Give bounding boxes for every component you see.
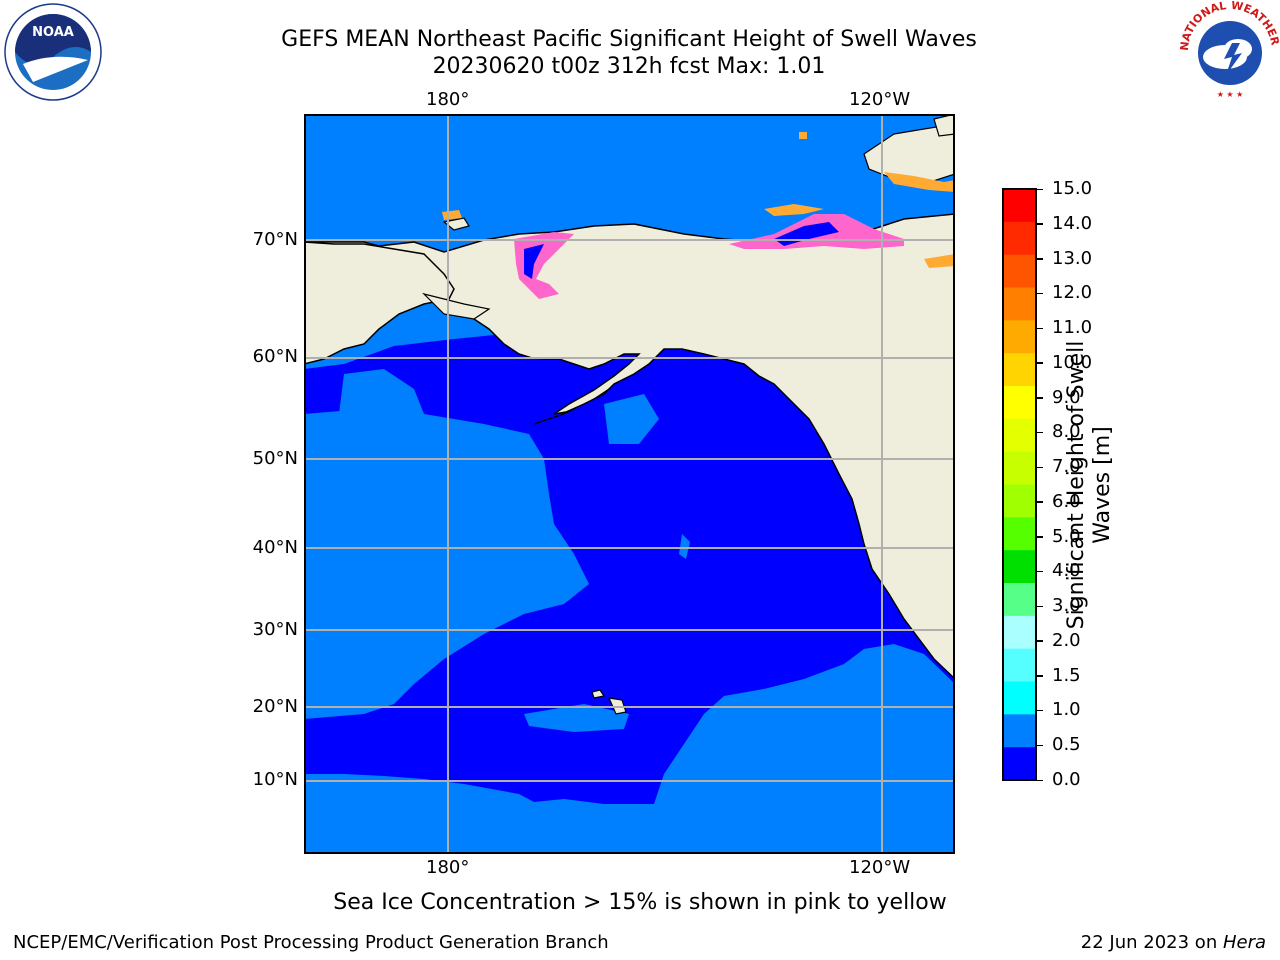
colorbar-band [1003, 681, 1036, 715]
noaa-logo-text: NOAA [32, 25, 74, 40]
colorbar-tick-mark [1036, 188, 1043, 190]
bottom-lon-label-180: 180° [426, 857, 470, 878]
colorbar-band [1003, 189, 1036, 223]
colorbar-band [1003, 648, 1036, 682]
colorbar-tick-label: 14.0 [1052, 212, 1093, 234]
colorbar-tick-label: 8.0 [1052, 421, 1081, 443]
colorbar-tick-mark [1036, 640, 1043, 642]
colorbar-tick-label: 13.0 [1052, 247, 1093, 269]
colorbar-tick-mark [1036, 362, 1043, 364]
colorbar-tick-mark [1036, 675, 1043, 677]
aleutian-coast [533, 388, 610, 425]
map-subtitle: 20230620 t00z 312h fcst Max: 1.01 [432, 54, 826, 79]
colorbar-tick-mark [1036, 570, 1043, 573]
colorbar-band [1003, 517, 1036, 551]
colorbar-tick-label: 0.0 [1052, 769, 1081, 790]
swell-patch-a [339, 369, 424, 439]
lat-label-30n: 30°N [252, 619, 298, 640]
colorbar-title-line1: Significant Height of Swell [1064, 340, 1089, 630]
footer-machine: Hera [1222, 932, 1266, 953]
colorbar-tick-mark [1036, 501, 1043, 503]
colorbar-tick-label: 10.0 [1052, 351, 1093, 373]
lat-label-70n: 70°N [252, 229, 298, 250]
hawaii-islands [591, 689, 605, 699]
colorbar-tick-mark [1036, 258, 1043, 260]
colorbar-tick-mark [1036, 709, 1043, 712]
colorbar-tick-mark [1036, 292, 1043, 295]
swell-patch-b [604, 394, 659, 444]
colorbar-band [1003, 714, 1036, 748]
colorbar-tick-label: 1.0 [1052, 699, 1081, 721]
footer-date-text: 22 Jun 2023 on [1080, 932, 1223, 953]
lat-label-50n: 50°N [252, 448, 298, 469]
colorbar-band [1003, 287, 1036, 321]
colorbar-tick-label: 11.0 [1052, 317, 1093, 339]
colorbar-tick-mark [1036, 605, 1043, 608]
colorbar-band [1003, 484, 1036, 518]
colorbar-tick-label: 4.0 [1052, 560, 1081, 582]
svg-text:★ ★ ★: ★ ★ ★ [1217, 90, 1244, 99]
colorbar-tick-label: 1.5 [1052, 664, 1081, 686]
sea-ice-core [524, 244, 544, 279]
colorbar-tick-mark [1036, 327, 1043, 330]
colorbar-tick-label: 7.0 [1052, 456, 1081, 478]
colorbar-band [1003, 353, 1036, 387]
colorbar-tick-label: 12.0 [1052, 282, 1093, 304]
colorbar-tick-label: 3.0 [1052, 595, 1081, 617]
colorbar-band [1003, 550, 1036, 584]
colorbar-tick-label: 9.0 [1052, 386, 1081, 408]
colorbar-tick-label: 6.0 [1052, 490, 1081, 512]
colorbar-band [1003, 583, 1036, 617]
colorbar-band [1003, 386, 1036, 420]
hawaii-light-patch [524, 704, 629, 732]
noaa-logo: NOAA [4, 3, 102, 101]
lat-label-60n: 60°N [252, 346, 298, 367]
arctic-islands [863, 123, 955, 185]
colorbar-band [1003, 221, 1036, 256]
footer-branch: NCEP/EMC/Verification Post Processing Pr… [13, 932, 609, 953]
colorbar-band [1003, 615, 1036, 650]
sea-ice-note: Sea Ice Concentration > 15% is shown in … [333, 890, 947, 915]
top-lon-label-180: 180° [426, 89, 470, 110]
colorbar-tick-mark [1036, 744, 1043, 747]
colorbar-band [1003, 451, 1036, 485]
colorbar-tick-label: 5.0 [1052, 525, 1081, 547]
map-gridlines [304, 114, 955, 854]
lat-label-10n: 10°N [252, 769, 298, 790]
colorbar-band [1003, 418, 1036, 453]
colorbar-tick-mark [1036, 466, 1043, 469]
top-lon-label-120w: 120°W [849, 89, 911, 110]
lat-label-20n: 20°N [252, 696, 298, 717]
map-title: GEFS MEAN Northeast Pacific Significant … [281, 27, 977, 52]
colorbar-tick-mark [1036, 397, 1043, 399]
colorbar-band [1003, 747, 1036, 781]
swell-low-region [304, 299, 955, 804]
colorbar [1002, 188, 1037, 781]
colorbar-tick-mark [1036, 536, 1043, 538]
colorbar-tick-mark [1036, 223, 1043, 225]
colorbar-tick-label: 2.0 [1052, 629, 1081, 651]
map-panel [304, 114, 955, 854]
colorbar-tick-label: 15.0 [1052, 178, 1093, 199]
colorbar-title-line2: Waves [m] [1090, 426, 1115, 544]
colorbar-tick-mark [1036, 431, 1043, 434]
bottom-lon-label-120w: 120°W [849, 857, 911, 878]
colorbar-band [1003, 320, 1036, 354]
map-frame [304, 114, 955, 854]
nws-logo: NATIONAL WEATHER SERVICE ★ ★ ★ [1180, 1, 1280, 99]
footer-date: 22 Jun 2023 on Hera [1081, 932, 1266, 953]
colorbar-tick-mark [1036, 779, 1043, 781]
colorbar-band [1003, 254, 1036, 288]
colorbar-tick-label: 0.5 [1052, 734, 1081, 756]
lat-label-40n: 40°N [252, 537, 298, 558]
